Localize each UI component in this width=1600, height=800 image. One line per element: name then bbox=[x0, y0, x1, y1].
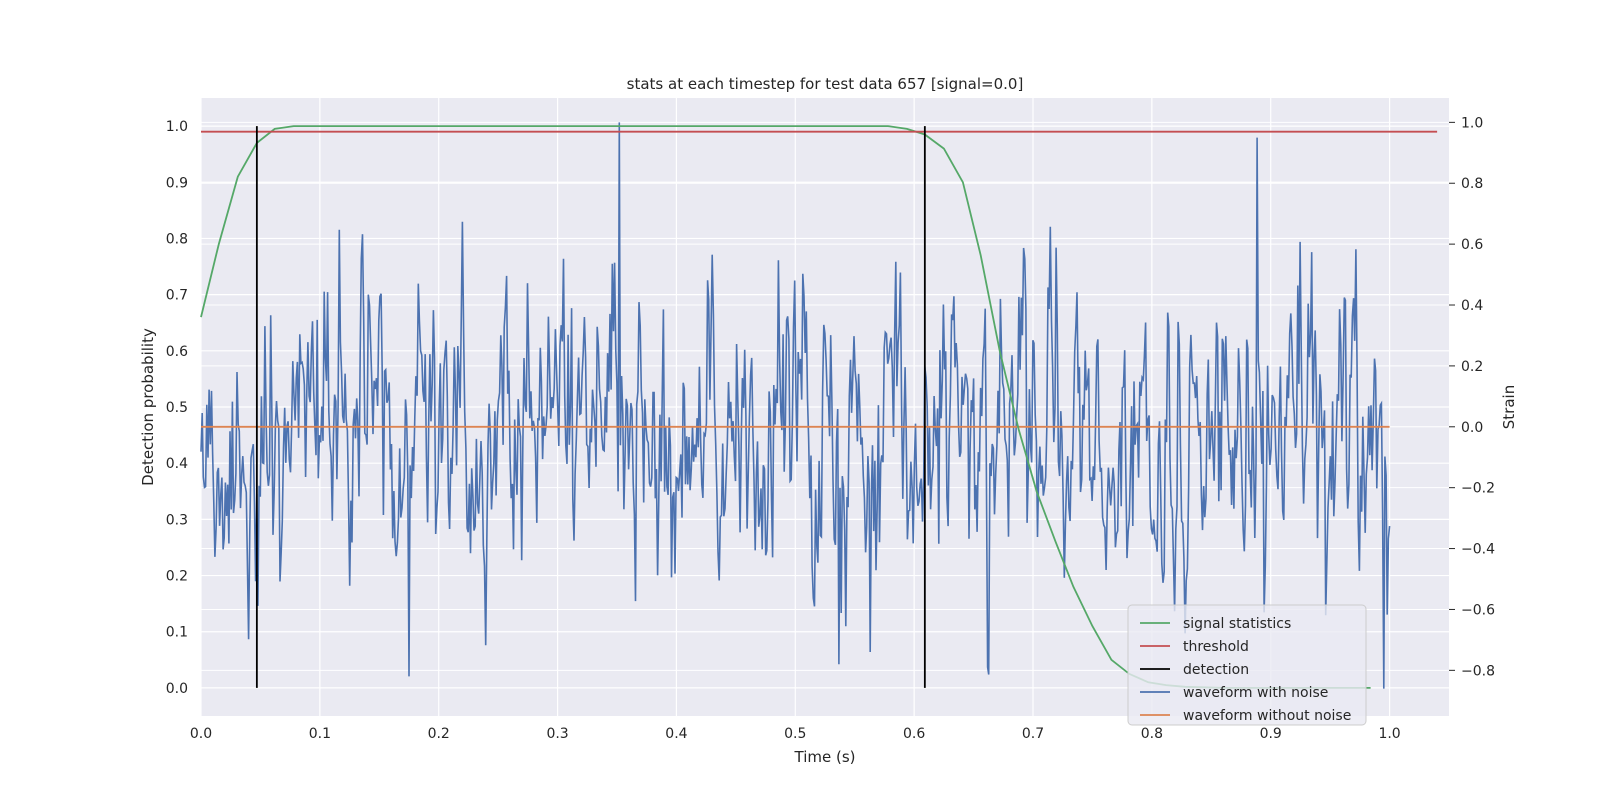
legend-box bbox=[1127, 604, 1367, 726]
legend: signal statistics threshold detection wavef… bbox=[1127, 604, 1367, 726]
x-tick-label: 0.9 bbox=[1260, 726, 1282, 742]
y-left-tick-label: 0.6 bbox=[166, 344, 188, 360]
y-left-tick-label: 0.3 bbox=[166, 512, 188, 528]
y-right-tick-label: 1.0 bbox=[1461, 115, 1483, 131]
y-left-tick-label: 0.5 bbox=[166, 400, 188, 416]
y-axis-left-label: Detection probability bbox=[139, 328, 157, 486]
y-left-tick-label: 0.9 bbox=[166, 175, 188, 191]
x-tick-label: 0.8 bbox=[1141, 726, 1163, 742]
y-right-tick-label: −0.2 bbox=[1461, 481, 1495, 497]
x-tick-label: 0.0 bbox=[190, 726, 212, 742]
x-tick-label: 0.7 bbox=[1022, 726, 1044, 742]
x-tick-label: 0.2 bbox=[428, 726, 450, 742]
y-left-tick-label: 0.4 bbox=[166, 456, 188, 472]
y-left-tick-label: 0.2 bbox=[166, 569, 188, 585]
chart-title: stats at each timestep for test data 657… bbox=[627, 75, 1024, 93]
y-left-tick-label: 0.1 bbox=[166, 625, 188, 641]
y-right-tick-label: 0.4 bbox=[1461, 298, 1483, 314]
legend-label: threshold bbox=[1183, 639, 1249, 655]
y-axis-right-label: Strain bbox=[1500, 385, 1518, 429]
y-left-tick-label: 0.0 bbox=[166, 681, 188, 697]
legend-label: detection bbox=[1183, 662, 1249, 678]
y-right-tick-label: −0.4 bbox=[1461, 542, 1495, 558]
ticks: 0.0 0.1 0.2 0.3 0.4 0.5 0.6 0.7 0.8 0.9 1.0 0.0 0.1 0… bbox=[166, 115, 1495, 742]
legend-label: waveform with noise bbox=[1183, 685, 1328, 701]
y-left-tick-label: 0.8 bbox=[166, 231, 188, 247]
y-right-tick-label: −0.8 bbox=[1461, 663, 1495, 679]
y-left-tick-label: 1.0 bbox=[166, 119, 188, 135]
x-tick-label: 1.0 bbox=[1378, 726, 1400, 742]
y-right-tick-label: 0.8 bbox=[1461, 176, 1483, 192]
y-left-tick-label: 0.7 bbox=[166, 288, 188, 304]
series-waveform-with-noise bbox=[200, 122, 1391, 689]
y-right-tick-label: −0.6 bbox=[1461, 602, 1495, 618]
legend-label: waveform without noise bbox=[1183, 708, 1351, 724]
x-tick-label: 0.5 bbox=[784, 726, 806, 742]
legend-label: signal statistics bbox=[1183, 616, 1291, 632]
y-right-tick-label: 0.2 bbox=[1461, 359, 1483, 375]
y-right-tick-label: 0.0 bbox=[1461, 420, 1483, 436]
x-tick-label: 0.3 bbox=[546, 726, 568, 742]
x-tick-label: 0.1 bbox=[309, 726, 331, 742]
y-right-tick-label: 0.6 bbox=[1461, 237, 1483, 253]
x-axis-label: Time (s) bbox=[794, 748, 856, 766]
x-tick-label: 0.4 bbox=[665, 726, 687, 742]
x-tick-label: 0.6 bbox=[903, 726, 925, 742]
